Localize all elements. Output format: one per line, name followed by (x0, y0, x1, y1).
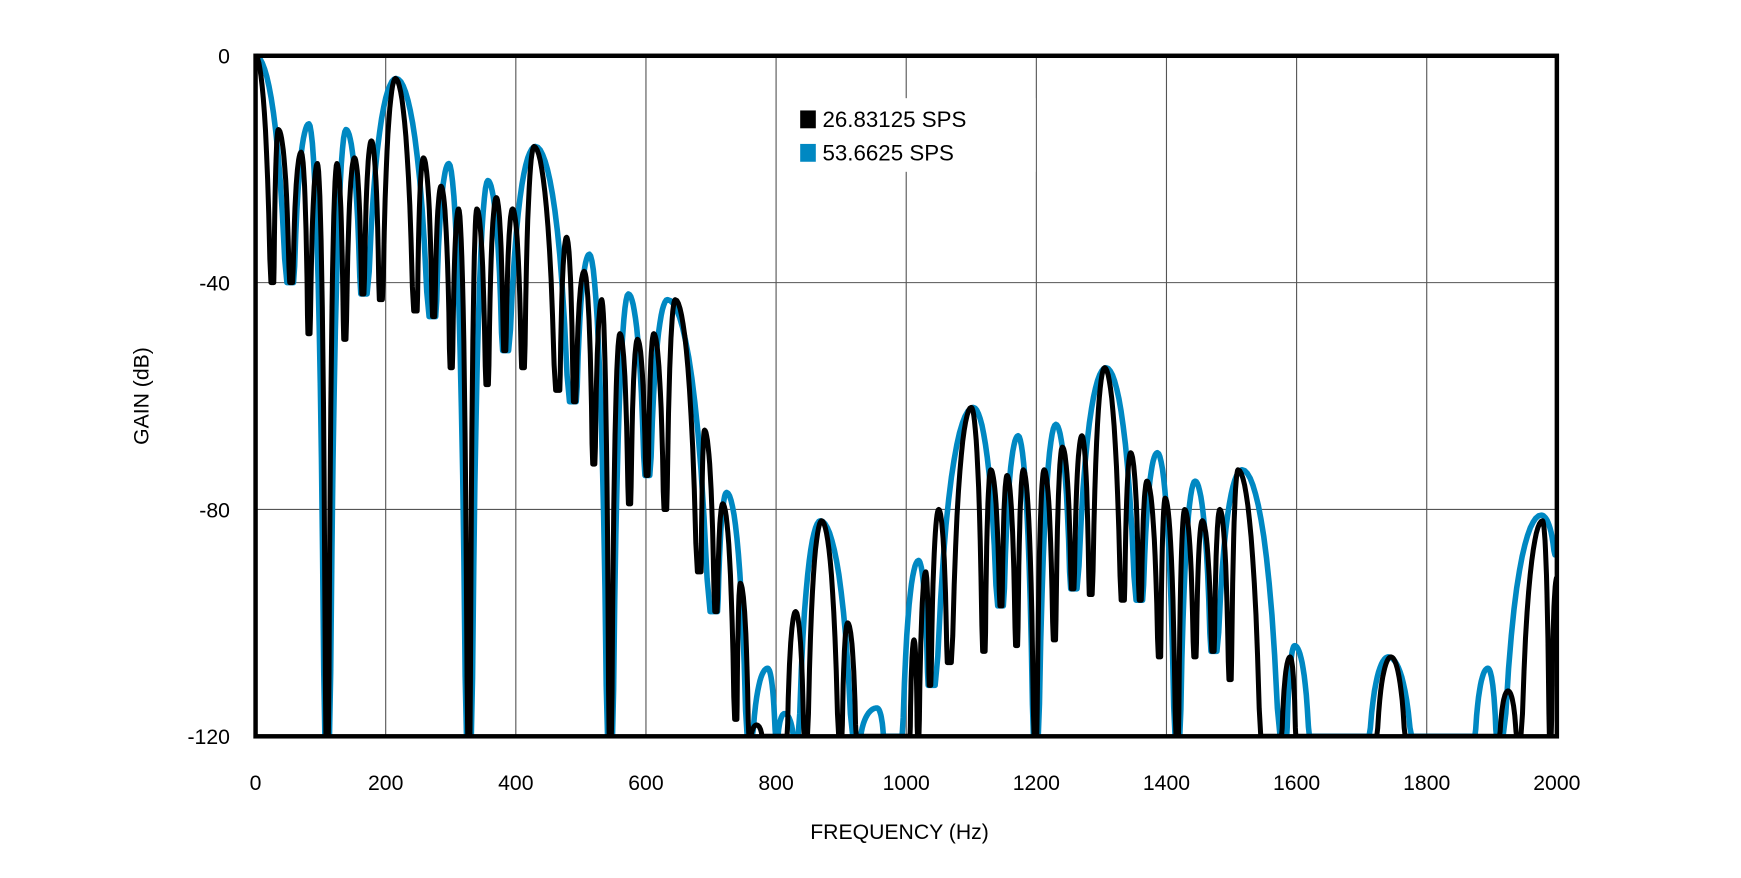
series-line-26-83125-sps (255, 53, 1557, 738)
legend-background (787, 98, 1036, 172)
x-tick-label: 0 (250, 772, 262, 795)
x-tick-label: 1800 (1403, 772, 1450, 795)
y-tick-label: -120 (187, 726, 229, 749)
x-tick-label: 200 (368, 772, 403, 795)
y-tick-labels: 0 -40 -80 -120 (187, 46, 229, 750)
legend-swatch-26-83125-sps (800, 110, 816, 129)
y-tick-label: 0 (218, 46, 230, 69)
x-tick-label: 1600 (1273, 772, 1320, 795)
x-tick-label: 800 (758, 772, 793, 795)
x-tick-label: 400 (498, 772, 533, 795)
legend-label-53-6625-sps: 53.6625 SPS (823, 141, 954, 166)
legend-swatch-53-6625-sps (800, 143, 816, 162)
x-tick-label: 1400 (1143, 772, 1190, 795)
x-axis-title: FREQUENCY (Hz) (810, 821, 989, 844)
x-tick-label: 2000 (1533, 772, 1580, 795)
x-tick-label: 600 (628, 772, 663, 795)
series-group (255, 53, 1557, 738)
x-tick-labels: 0 200 400 600 800 1000 1200 1400 1600 1800 2000 (250, 772, 1581, 795)
plot-frame (253, 53, 1560, 739)
y-axis-title: GAIN (dB) (130, 347, 153, 445)
y-tick-label: -80 (199, 499, 230, 522)
x-tick-label: 1200 (1013, 772, 1060, 795)
legend-label-26-83125-sps: 26.83125 SPS (823, 107, 967, 132)
y-tick-label: -40 (199, 272, 230, 295)
legend: 26.83125 SPS 53.6625 SPS (787, 98, 1036, 172)
x-tick-label: 1000 (883, 772, 930, 795)
